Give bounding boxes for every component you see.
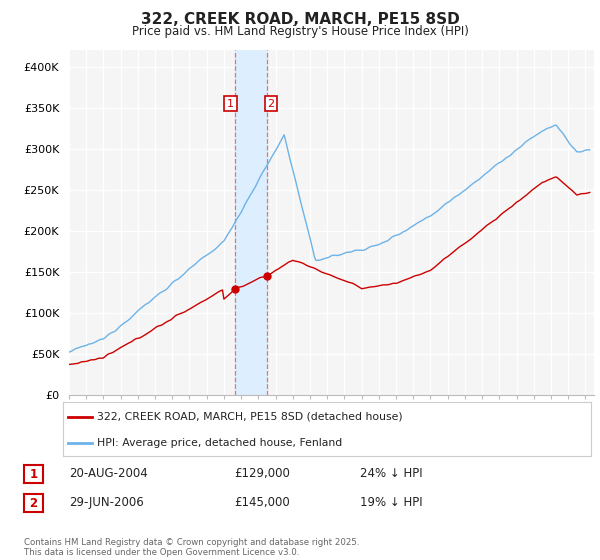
Bar — [235, 50, 267, 395]
Text: £129,000: £129,000 — [234, 467, 290, 480]
Text: Contains HM Land Registry data © Crown copyright and database right 2025.
This d: Contains HM Land Registry data © Crown c… — [24, 538, 359, 557]
Text: 2: 2 — [268, 99, 275, 109]
Text: 1: 1 — [227, 99, 234, 109]
Text: Price paid vs. HM Land Registry's House Price Index (HPI): Price paid vs. HM Land Registry's House … — [131, 25, 469, 38]
Text: 19% ↓ HPI: 19% ↓ HPI — [360, 496, 422, 510]
Text: £145,000: £145,000 — [234, 496, 290, 510]
Text: 20-AUG-2004: 20-AUG-2004 — [69, 467, 148, 480]
Text: HPI: Average price, detached house, Fenland: HPI: Average price, detached house, Fenl… — [97, 438, 343, 447]
Text: 322, CREEK ROAD, MARCH, PE15 8SD: 322, CREEK ROAD, MARCH, PE15 8SD — [140, 12, 460, 27]
Text: 1: 1 — [29, 468, 38, 480]
Text: 29-JUN-2006: 29-JUN-2006 — [69, 496, 144, 510]
Text: 24% ↓ HPI: 24% ↓ HPI — [360, 467, 422, 480]
Text: 2: 2 — [29, 497, 38, 510]
Text: 322, CREEK ROAD, MARCH, PE15 8SD (detached house): 322, CREEK ROAD, MARCH, PE15 8SD (detach… — [97, 412, 403, 422]
